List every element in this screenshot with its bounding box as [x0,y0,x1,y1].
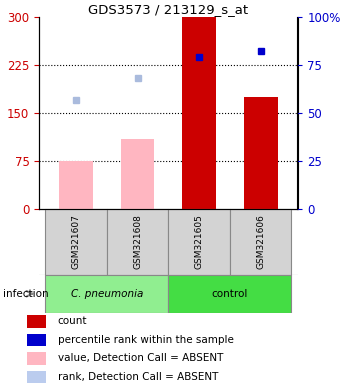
Bar [168,209,230,275]
Text: value, Detection Call = ABSENT: value, Detection Call = ABSENT [58,353,223,363]
Bar [27,371,46,383]
Bar [27,334,46,346]
Text: C. pneumonia: C. pneumonia [71,289,143,299]
Text: percentile rank within the sample: percentile rank within the sample [58,335,234,345]
Bar [45,209,107,275]
Text: count: count [58,316,87,326]
Bar [244,97,277,209]
Bar [45,275,168,313]
Bar [59,161,93,209]
Text: infection: infection [3,289,49,299]
Text: GSM321605: GSM321605 [194,215,204,269]
Text: GSM321607: GSM321607 [71,215,81,269]
Bar [230,209,291,275]
Bar [27,315,46,328]
Title: GDS3573 / 213129_s_at: GDS3573 / 213129_s_at [88,3,248,16]
Text: control: control [211,289,248,299]
Bar [121,139,154,209]
Bar [182,17,216,209]
Text: GSM321606: GSM321606 [256,215,265,269]
Text: rank, Detection Call = ABSENT: rank, Detection Call = ABSENT [58,372,218,382]
Bar [27,352,46,365]
Bar [168,275,291,313]
Bar [107,209,168,275]
Text: GSM321608: GSM321608 [133,215,142,269]
